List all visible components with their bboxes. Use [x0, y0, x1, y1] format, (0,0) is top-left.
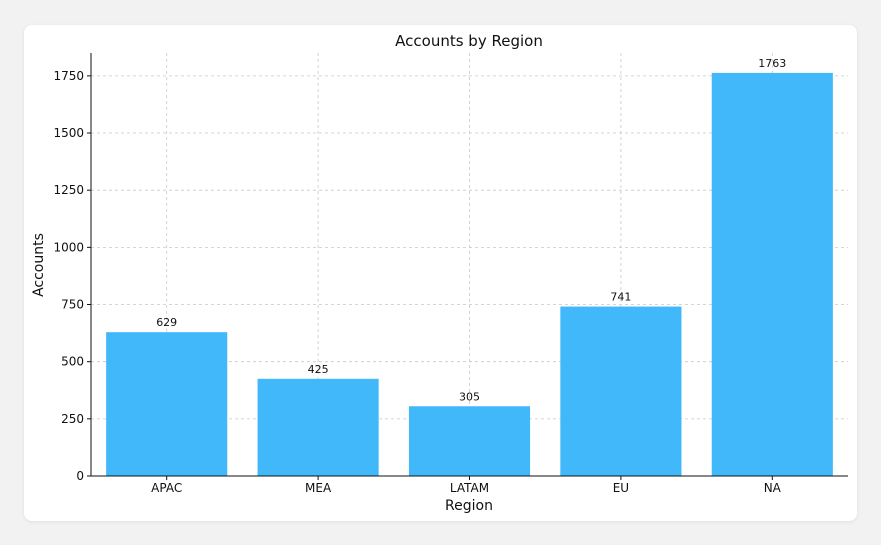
data-label-na: 1763 — [758, 57, 786, 70]
y-ticks: 0 250 500 750 1000 1250 1500 1750 — [53, 69, 91, 483]
y-tick-label: 1250 — [53, 183, 84, 197]
x-tick-label: LATAM — [450, 481, 489, 495]
y-tick-label: 1750 — [53, 69, 84, 83]
data-label-apac: 629 — [156, 316, 177, 329]
x-tick-label: NA — [764, 481, 782, 495]
y-axis-label: Accounts — [31, 233, 47, 297]
bar-na — [711, 72, 833, 477]
y-tick-label: 1500 — [53, 126, 84, 140]
chart-title: Accounts by Region — [395, 32, 543, 50]
data-labels: 629 425 305 741 1763 — [156, 57, 786, 403]
x-tick-label: APAC — [151, 481, 182, 495]
bar-apac — [106, 332, 228, 476]
data-label-latam: 305 — [459, 390, 480, 403]
x-tick-label: MEA — [305, 481, 332, 495]
data-label-eu: 741 — [610, 291, 631, 304]
bar-eu — [560, 306, 682, 476]
y-tick-label: 0 — [76, 469, 84, 483]
bar-mea — [257, 378, 379, 476]
x-axis-label: Region — [445, 498, 493, 514]
y-tick-label: 750 — [61, 298, 84, 312]
y-tick-label: 500 — [61, 355, 84, 369]
bars — [106, 72, 833, 477]
y-tick-label: 1000 — [53, 240, 84, 254]
x-tick-label: EU — [613, 481, 629, 495]
data-label-mea: 425 — [308, 363, 329, 376]
x-ticks: APAC MEA LATAM EU NA — [151, 476, 782, 495]
bar-latam — [408, 406, 531, 476]
y-tick-label: 250 — [61, 412, 84, 426]
